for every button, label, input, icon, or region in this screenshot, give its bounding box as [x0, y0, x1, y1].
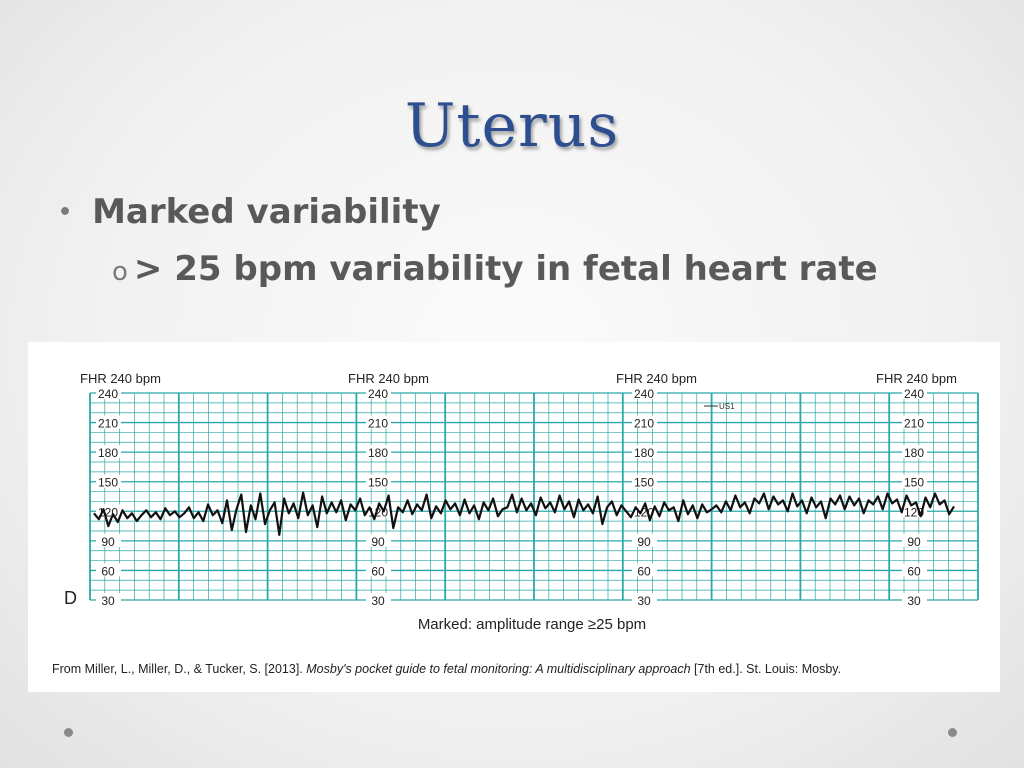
tick-label-bg [632, 593, 657, 606]
figure-caption: Marked: amplitude range ≥25 bpm [418, 616, 646, 633]
y-tick-label: 30 [371, 594, 385, 608]
tick-label-bg [96, 386, 121, 399]
y-tick-label: 180 [368, 446, 388, 460]
y-tick-label: 150 [368, 476, 388, 490]
y-tick-label: 90 [101, 535, 115, 549]
bullet-text: Marked variability [92, 192, 441, 232]
header-label-fhr-240-bpm: FHR 240 bpm [348, 371, 429, 386]
fhr-trace-line [93, 491, 955, 536]
y-tick-label: 30 [907, 594, 921, 608]
y-tick-label: 90 [371, 535, 385, 549]
tick-label-bg [366, 474, 391, 488]
tick-label-bg [902, 415, 927, 429]
bullet-dot-icon: • [58, 200, 73, 225]
y-tick-label: 60 [637, 564, 651, 578]
slide-title: Uterus [404, 91, 620, 161]
y-tick-label: 150 [904, 476, 924, 490]
tick-label-bg [902, 386, 927, 399]
tick-label-bg [366, 593, 391, 606]
tick-label-bg [366, 415, 391, 429]
y-tick-label: 210 [368, 417, 388, 431]
y-tick-label: 60 [907, 564, 921, 578]
tick-label-bg [632, 563, 657, 577]
sub-bullet-variability-definition: o > 25 bpm variability in fetal heart rat… [112, 247, 878, 294]
citation-part: [7th ed.]. St. Louis: Mosby. [691, 662, 842, 676]
y-tick-label: 60 [371, 564, 385, 578]
y-tick-label: 30 [101, 594, 115, 608]
citation-part: From Miller, L., Miller, D., & Tucker, S… [52, 662, 306, 676]
tick-label-bg [632, 474, 657, 488]
fhr-tracing-figure: FHR 240 bpm 240 210 180 150 120 90 60 30 FHR 240 … [28, 342, 1000, 692]
tick-label-bg [96, 445, 121, 459]
y-tick-label: 90 [637, 535, 651, 549]
y-tick-label: 30 [637, 594, 651, 608]
y-tick-label: 150 [634, 476, 654, 490]
header-label-fhr-240-bpm: FHR 240 bpm [80, 371, 161, 386]
tick-label-bg [902, 474, 927, 488]
tick-label-bg [96, 563, 121, 577]
tick-label-bg [632, 504, 657, 518]
y-tick-label: 240 [634, 387, 654, 401]
y-tick-label: 210 [904, 417, 924, 431]
legend-label: US1 [719, 402, 735, 411]
tick-label-bg [632, 533, 657, 547]
tick-label-bg [96, 593, 121, 606]
y-tick-label: 180 [634, 446, 654, 460]
y-tick-label: 60 [101, 564, 115, 578]
header-label-fhr-240-bpm: FHR 240 bpm [616, 371, 697, 386]
y-tick-label: 240 [904, 387, 924, 401]
tick-label-bg [366, 533, 391, 547]
tick-label-bg [632, 386, 657, 399]
panel-letter: D [64, 588, 77, 608]
tick-label-bg [96, 533, 121, 547]
tick-label-bg [366, 386, 391, 399]
tick-label-bg [366, 563, 391, 577]
tick-label-bg [902, 445, 927, 459]
header-label-fhr-240-bpm: FHR 240 bpm [876, 371, 957, 386]
tick-label-bg [902, 533, 927, 547]
tick-label-bg [96, 474, 121, 488]
y-tick-label: 180 [98, 446, 118, 460]
citation-part: Mosby's pocket guide to fetal monitoring… [306, 662, 690, 676]
y-tick-label: 240 [98, 387, 118, 401]
tick-label-bg [632, 415, 657, 429]
tick-label-bg [902, 593, 927, 606]
y-tick-label: 210 [634, 417, 654, 431]
sub-bullet-circle-icon: o [112, 257, 128, 287]
corner-dot-icon [64, 728, 73, 737]
tick-label-bg [632, 445, 657, 459]
y-tick-label: 150 [98, 476, 118, 490]
y-tick-label: 180 [904, 446, 924, 460]
tick-label-bg [366, 445, 391, 459]
figure-citation: From Miller, L., Miller, D., & Tucker, S… [52, 662, 841, 676]
y-tick-label: 90 [907, 535, 921, 549]
tick-label-bg [902, 563, 927, 577]
sub-bullet-text: > 25 bpm variability in fetal heart rate [133, 249, 878, 289]
corner-dot-icon [948, 728, 957, 737]
y-tick-label: 210 [98, 417, 118, 431]
tick-label-bg [96, 415, 121, 429]
bullet-marked-variability: • Marked variability [58, 190, 441, 235]
y-tick-label: 240 [368, 387, 388, 401]
